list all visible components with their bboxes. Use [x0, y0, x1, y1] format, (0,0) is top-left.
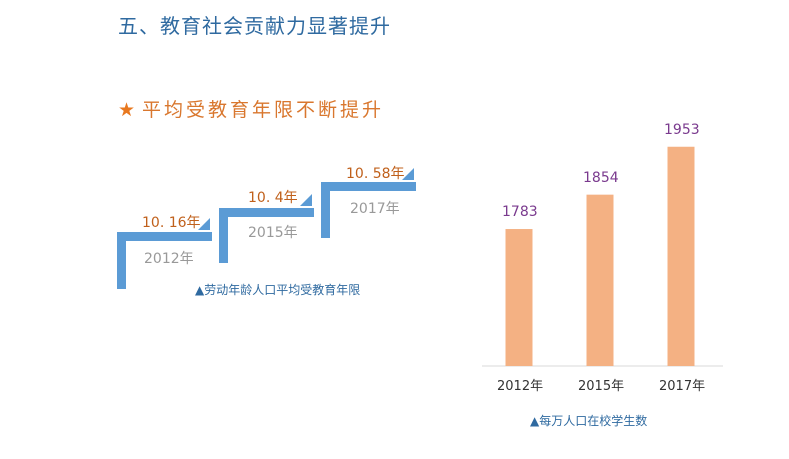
step-value-label: 10. 4年: [248, 190, 298, 206]
step-tread: [117, 232, 212, 241]
step-marker: [198, 218, 210, 230]
bar-value-label: 1783: [502, 204, 538, 221]
step-year-label: 2015年: [248, 225, 298, 241]
star-icon: ★: [118, 99, 139, 121]
step-marker: [402, 168, 414, 180]
step-riser: [321, 182, 330, 238]
step-riser: [219, 208, 228, 263]
sub-heading: ★ 平均受教育年限不断提升: [118, 95, 384, 122]
bar-category-label: 2012年: [497, 379, 544, 394]
bar-chart-caption: ▲每万人口在校学生数: [530, 414, 648, 428]
step-tread: [219, 208, 314, 217]
section-title: 五、教育社会贡献力显著提升: [118, 14, 391, 38]
step-year-label: 2017年: [350, 201, 400, 217]
sub-heading-text: 平均受教育年限不断提升: [142, 99, 385, 121]
bar-value-label: 1854: [583, 169, 619, 186]
step-value-label: 10. 58年: [346, 166, 405, 182]
step-riser: [117, 232, 126, 289]
bar: [586, 194, 614, 366]
step-marker: [300, 194, 312, 206]
step-tread: [321, 182, 416, 191]
bar: [505, 229, 533, 366]
step-year-label: 2012年: [144, 251, 194, 267]
step-value-label: 10. 16年: [142, 215, 201, 231]
bar-value-label: 1953: [664, 121, 700, 138]
bar-category-label: 2017年: [659, 379, 706, 394]
bar-category-label: 2015年: [578, 379, 625, 394]
bar: [667, 146, 695, 366]
step-chart-caption: ▲劳动年龄人口平均受教育年限: [195, 283, 361, 297]
